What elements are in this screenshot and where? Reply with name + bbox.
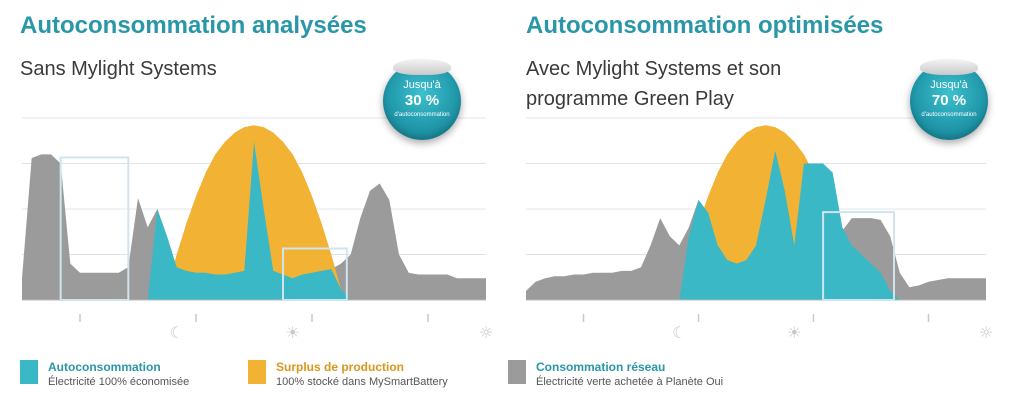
chart-autoconsommation-optimisees: ☾☀☼☀☾ (526, 117, 993, 342)
area-consommation-reseau (526, 150, 986, 300)
legend-item-autoconsommation: Autoconsommation Électricité 100% économ… (20, 360, 240, 390)
highlight-window (282, 247, 348, 301)
legend-swatch (508, 360, 526, 384)
legend-subtitle: Électricité 100% économisée (48, 376, 190, 388)
area-autoconsommation (22, 141, 486, 300)
sunrise-icon: ☀ (787, 323, 801, 342)
legend-swatch (248, 360, 266, 384)
sun-icon: ☼ (479, 323, 493, 342)
moon-icon: ☾ (169, 323, 183, 342)
legend-subtitle: 100% stocké dans MySmartBattery (276, 376, 448, 388)
panel-subtitle: Sans Mylight Systems (20, 58, 217, 80)
badge-value: 70 % (931, 92, 967, 109)
badge-prefix: Jusqu'à (403, 79, 441, 91)
legend-item-reseau: Consommation réseau Électricité verte ac… (508, 360, 788, 390)
highlight-window (59, 156, 130, 301)
badge-value: 30 % (404, 92, 440, 109)
panel-title: Autoconsommation optimisées (526, 12, 884, 39)
legend-swatch (20, 360, 38, 384)
badge-prefix: Jusqu'à (930, 79, 968, 91)
moon-icon: ☾ (672, 323, 686, 342)
sunrise-icon: ☀ (285, 323, 299, 342)
autoconsommation-badge: Jusqu'à 30 % d'autoconsommation (383, 59, 461, 140)
panel-sans-mylight: Autoconsommation analysées Sans Mylight … (0, 0, 500, 342)
sun-icon: ☼ (979, 323, 993, 342)
panel-avec-mylight: Autoconsommation optimisées Avec Mylight… (512, 0, 1012, 342)
legend-title: Consommation réseau (536, 360, 666, 374)
legend-item-surplus: Surplus de production 100% stocké dans M… (248, 360, 488, 390)
chart-autoconsommation-analysees: ☾☀☼☀☾ (22, 117, 493, 342)
badge-label: d'autoconsommation (394, 112, 450, 118)
panel-title: Autoconsommation analysées (20, 12, 367, 39)
highlight-window (822, 211, 896, 302)
legend-title: Autoconsommation (48, 360, 161, 374)
legend-title: Surplus de production (276, 360, 404, 374)
area-autoconsommation (526, 150, 986, 300)
badge-label: d'autoconsommation (921, 112, 977, 118)
legend-subtitle: Électricité verte achetée à Planète Oui (536, 376, 724, 388)
area-surplus-production (526, 125, 986, 300)
panel-subtitle: Avec Mylight Systems et son programme Gr… (526, 58, 782, 110)
autoconsommation-badge: Jusqu'à 70 % d'autoconsommation (910, 59, 988, 140)
